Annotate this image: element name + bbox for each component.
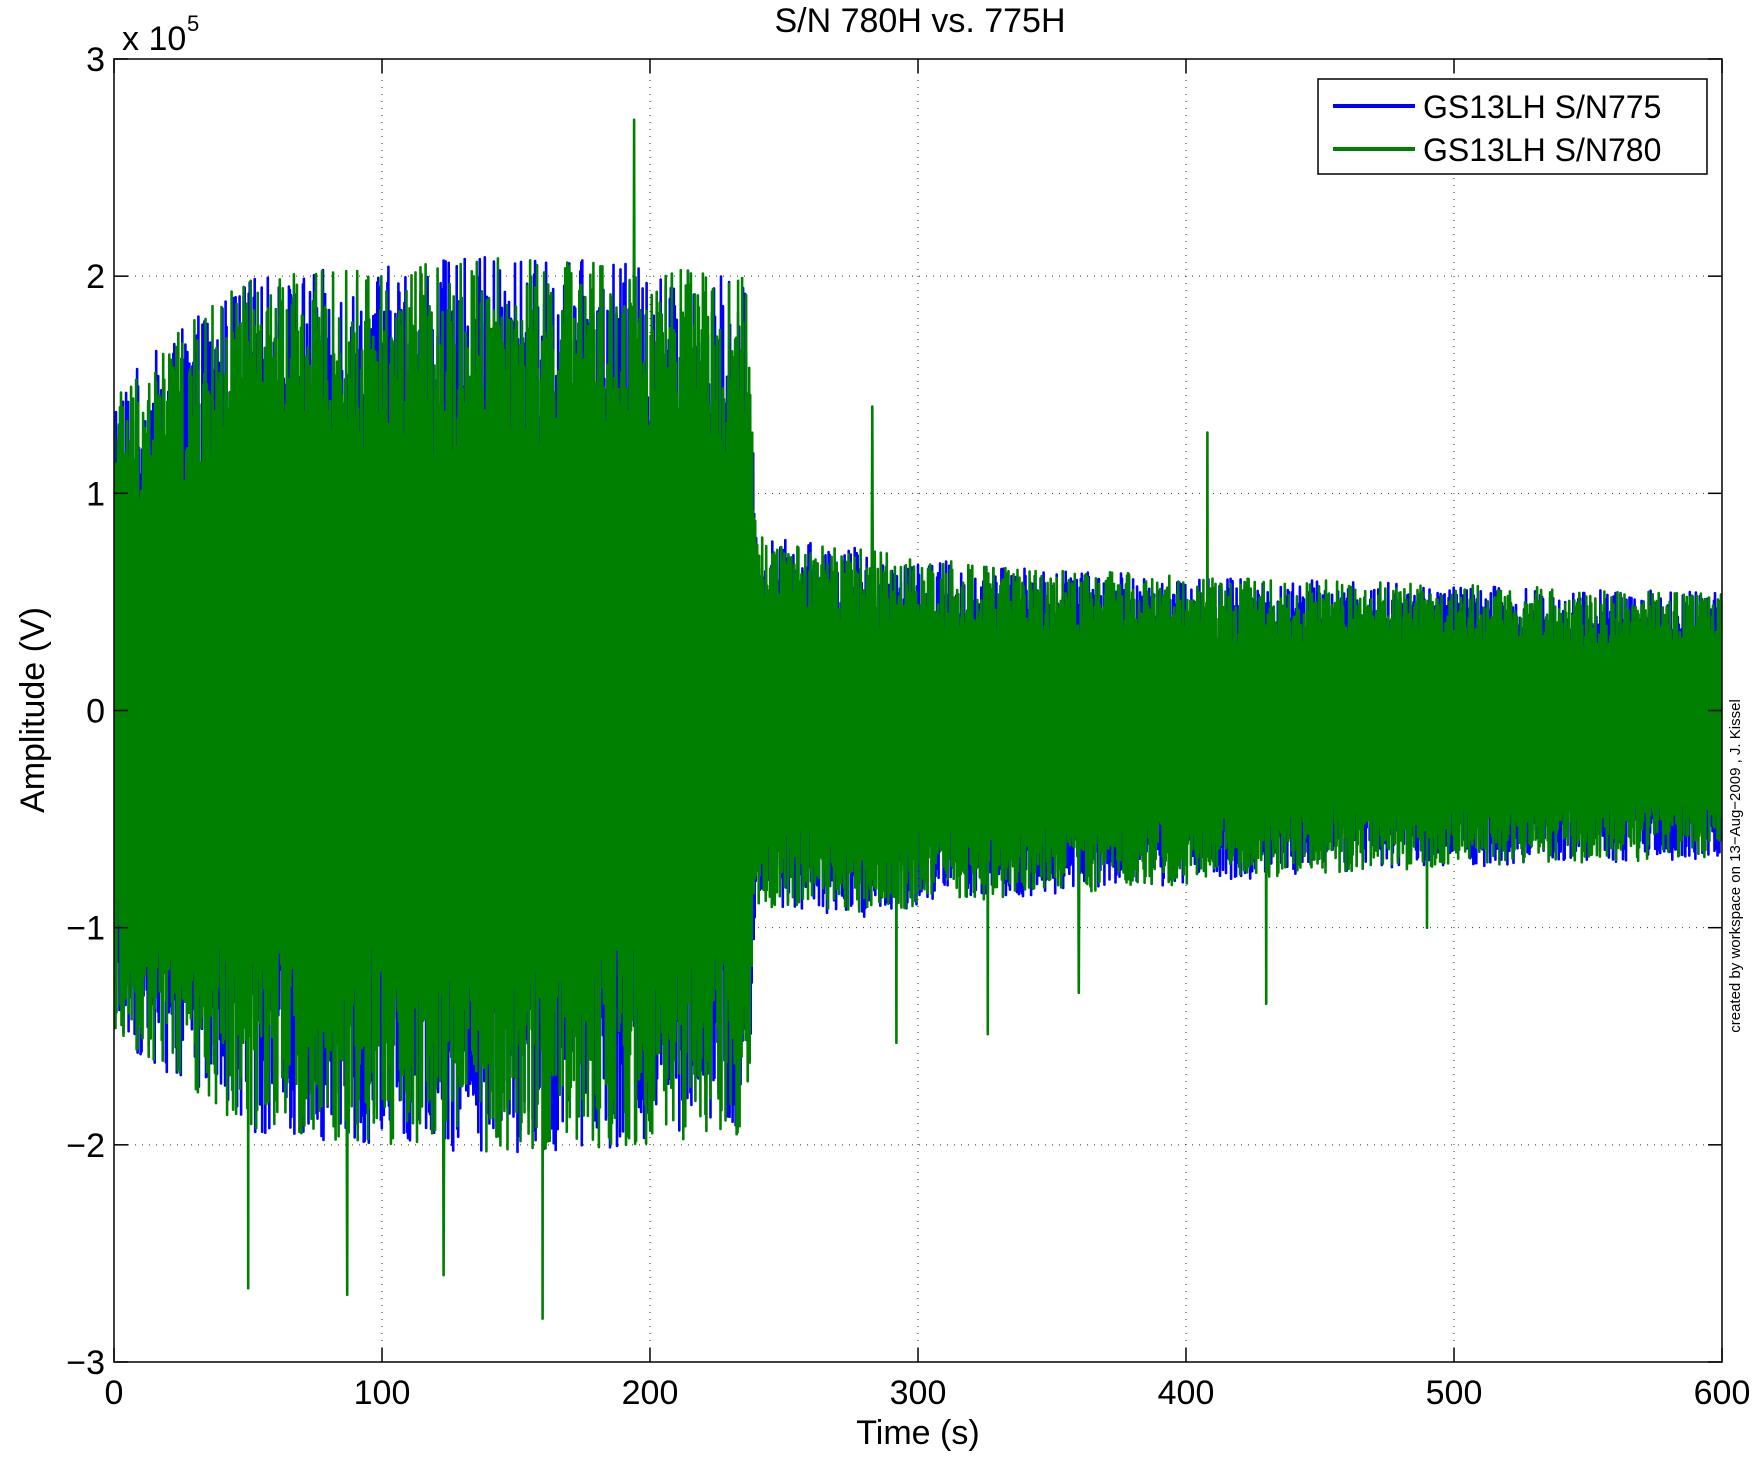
y-tick-label: 2 (86, 258, 105, 296)
x-tick-label: 300 (890, 1374, 947, 1412)
plot-area (113, 58, 1723, 1363)
x-axis-label: Time (s) (856, 1414, 979, 1452)
y-axis-label: Amplitude (V) (14, 607, 52, 813)
plot-frame (113, 58, 1723, 1363)
series-layer (114, 118, 1722, 1320)
x-tick-label: 400 (1158, 1374, 1215, 1412)
x-tick-label: 200 (622, 1374, 679, 1412)
x-tick-label: 500 (1426, 1374, 1483, 1412)
y-multiplier-base: x 10 (122, 20, 186, 58)
credit-annotation: created by workspace on 13−Aug−2009 , J.… (1727, 699, 1744, 1033)
chart-title: S/N 780H vs. 775H (774, 2, 1065, 40)
y-tick-label: 3 (86, 41, 105, 79)
x-tick-label: 100 (354, 1374, 411, 1412)
series-line-1 (114, 118, 1722, 1320)
y-tick-label: −2 (66, 1127, 105, 1165)
y-tick-labels: −3 −2 −1 0 1 2 3 (66, 41, 105, 1382)
y-tick-label: 0 (86, 693, 105, 731)
y-tick-label: −1 (66, 910, 105, 948)
legend-box (1317, 78, 1708, 175)
y-tick-label: −3 (66, 1344, 105, 1382)
legend: GS13LH S/N775 GS13LH S/N780 (1317, 78, 1708, 175)
y-multiplier-exponent: 5 (187, 11, 199, 36)
legend-label-s775: GS13LH S/N775 (1423, 89, 1661, 125)
x-tick-labels: 0 100 200 300 400 500 600 (105, 1374, 1751, 1412)
x-tick-label: 0 (105, 1374, 124, 1412)
x-tick-label: 600 (1694, 1374, 1751, 1412)
y-multiplier: x 10 5 (122, 11, 199, 58)
y-tick-label: 1 (86, 475, 105, 513)
legend-label-s780: GS13LH S/N780 (1423, 132, 1661, 168)
